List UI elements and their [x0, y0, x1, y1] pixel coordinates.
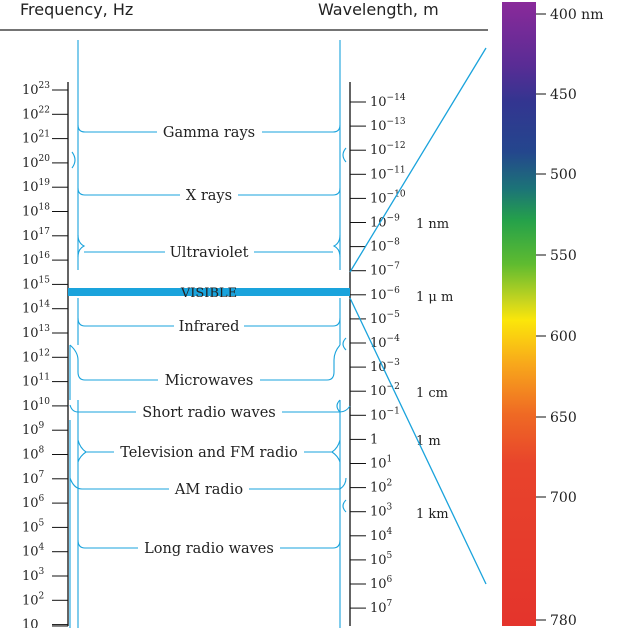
wavelength-tick-label: 10−9	[370, 214, 400, 231]
wavelength-tick-label: 10−14	[370, 93, 406, 110]
wavelength-tick-label: 1	[370, 432, 378, 447]
unit-label-um: 1 μ m	[416, 290, 453, 305]
spectrum-tick-label: 500	[550, 167, 577, 183]
wavelength-tick-label: 101	[370, 455, 392, 472]
frequency-tick-label: 102	[22, 591, 44, 608]
spectrum-ticks: 400 nm 450 500 550 600 650 700 780	[536, 7, 603, 628]
visible-band	[68, 288, 350, 296]
gamma-rays-bracket	[77, 124, 341, 133]
x-rays-bracket	[77, 187, 341, 196]
zoom-line-bottom	[349, 297, 487, 585]
x-rays-label: X rays	[186, 188, 232, 204]
spectrum-tick-label: 780	[550, 613, 577, 628]
wavelength-tick-label: 10−13	[370, 117, 406, 134]
ultraviolet-label: Ultraviolet	[170, 245, 249, 261]
wavelength-tick-label: 107	[370, 599, 393, 616]
visible-label: VISIBLE	[180, 286, 237, 301]
spectrum-tick-label: 700	[550, 490, 577, 506]
wavelength-tick-label: 10−2	[370, 382, 400, 399]
wavelength-tick-label: 106	[370, 575, 393, 592]
wavelength-tick-label: 10−7	[370, 262, 400, 279]
wavelength-tick-label: 103	[370, 503, 393, 520]
wavelength-tick-label: 10−10	[370, 189, 406, 206]
visible-spectrum-bar	[502, 2, 536, 626]
short-radio-waves-label: Short radio waves	[142, 405, 275, 421]
frequency-tick-label: 1017	[22, 227, 50, 244]
frequency-tick-label: 108	[22, 446, 45, 463]
long-radio-waves-label: Long radio waves	[144, 541, 274, 557]
long-radio-waves-bracket	[77, 539, 341, 549]
frequency-tick-label: 106	[22, 494, 45, 511]
frequency-tick-label: 109	[22, 421, 45, 438]
wavelength-tick-label: 10−6	[370, 286, 400, 303]
frequency-tick-label: 107	[22, 470, 45, 487]
unit-label-m: 1 m	[416, 434, 441, 449]
frequency-tick-label: 1016	[22, 251, 50, 268]
microwaves-bracket	[69, 344, 341, 381]
wavelength-tick-label: 10−12	[370, 141, 406, 158]
spectrum-tick-label: 600	[550, 329, 577, 345]
wavelength-tick-label: 10−11	[370, 165, 406, 182]
wavelength-tick-label: 105	[370, 551, 393, 568]
frequency-tick-label: 103	[22, 567, 45, 584]
am-radio-bracket	[69, 477, 347, 490]
frequency-tick-label: 105	[22, 518, 45, 535]
tv-fm-radio-bracket	[77, 439, 341, 463]
wavelength-tick-label: 10−5	[370, 310, 400, 327]
frequency-tick-label: 1014	[22, 300, 50, 317]
am-radio-label: AM radio	[174, 482, 243, 498]
microwaves-label: Microwaves	[165, 373, 254, 389]
frequency-tick-label: 1013	[22, 324, 50, 341]
unit-label-nm: 1 nm	[416, 217, 449, 232]
frequency-tick-label: 1018	[22, 203, 50, 220]
frequency-tick-label: 1010	[22, 397, 50, 414]
frequency-tick-label: 1012	[22, 348, 50, 365]
gamma-rays-label: Gamma rays	[163, 125, 255, 141]
frequency-tick-label: 10	[22, 618, 39, 628]
zoom-line-top	[349, 47, 487, 273]
frequency-tick-label: 1015	[22, 275, 50, 292]
wavelength-axis-title: Wavelength, m	[318, 0, 439, 19]
wavelength-ticks: 10−1410−1310−1210−1110−1010−910−810−710−…	[350, 93, 406, 616]
frequency-tick-label: 104	[22, 543, 45, 560]
spectrum-tick-label: 450	[550, 87, 577, 103]
frequency-tick-label: 1011	[22, 373, 50, 390]
wavelength-tick-label: 10−1	[370, 406, 400, 423]
frequency-tick-label: 1019	[22, 178, 50, 195]
wavelength-tick-label: 104	[370, 527, 393, 544]
unit-label-km: 1 km	[416, 507, 449, 522]
infrared-bracket	[77, 317, 341, 327]
spectrum-tick-label: 400 nm	[550, 7, 603, 23]
infrared-label: Infrared	[179, 319, 240, 335]
spectrum-tick-label: 550	[550, 248, 577, 264]
short-radio-waves-bracket	[69, 404, 351, 413]
unit-label-cm: 1 cm	[416, 386, 448, 401]
tv-fm-radio-label: Television and FM radio	[120, 445, 298, 461]
ultraviolet-bracket	[77, 234, 341, 258]
frequency-axis-title: Frequency, Hz	[20, 0, 133, 19]
wavelength-tick-label: 10−3	[370, 358, 400, 375]
wavelength-tick-label: 10−8	[370, 238, 400, 255]
spectrum-tick-label: 650	[550, 410, 577, 426]
frequency-ticks: 1023 1022 1021 1020 1019 1018 1017 1016 1015 1014…	[22, 81, 68, 628]
frequency-tick-label: 1020	[22, 154, 50, 171]
frequency-tick-label: 1022	[22, 105, 50, 122]
frequency-tick-label: 1023	[22, 81, 50, 98]
frequency-tick-label: 1021	[22, 130, 50, 147]
wavelength-tick-label: 102	[370, 479, 392, 496]
